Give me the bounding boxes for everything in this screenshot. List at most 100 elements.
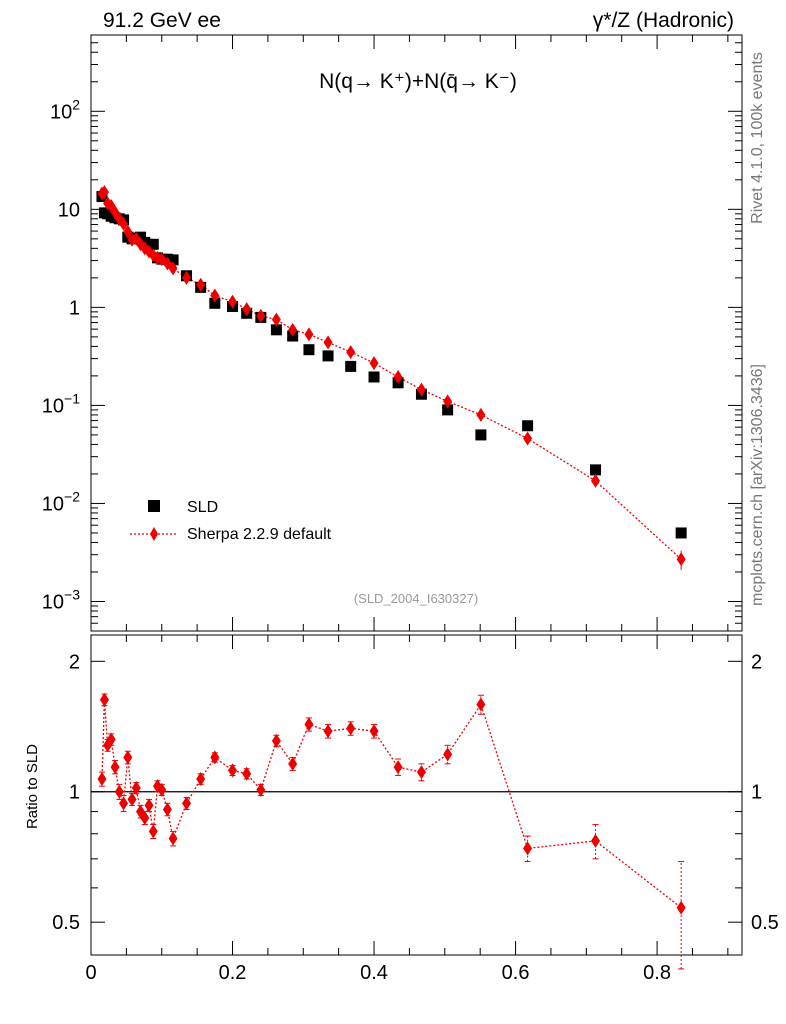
ratio-point (99, 692, 109, 707)
x-tick-labels: 0 0.2 0.4 0.6 0.8 (85, 962, 671, 984)
sherpa-points (97, 185, 686, 570)
process-label: γ*/Z (Hadronic) (593, 9, 734, 32)
ratio-point (144, 798, 154, 813)
sherpa-point (123, 224, 133, 239)
x-tick-label: 0.2 (219, 962, 247, 984)
sherpa-point (443, 394, 453, 409)
legend-sld-label: SLD (187, 499, 218, 516)
sld-point (270, 324, 282, 336)
main-y-tick-labels: 10−3 10−2 10−1 1 10 102 (42, 96, 80, 613)
sherpa-point (369, 356, 379, 371)
sherpa-point (288, 322, 298, 337)
ratio-point (196, 772, 206, 787)
ratio-point (242, 766, 252, 781)
ratio-point (476, 697, 486, 712)
ratio-y-tick-label: 1 (69, 782, 80, 804)
ratio-point (676, 900, 686, 915)
ratio-point (140, 810, 150, 825)
ratio-plot-frame (90, 634, 743, 956)
x-tick-label: 0.8 (643, 962, 671, 984)
ratio-point (97, 772, 107, 787)
ratio-point (288, 756, 298, 771)
sld-point (442, 404, 454, 416)
sld-point (322, 350, 334, 362)
sld-point (368, 371, 380, 383)
ratio-point (210, 750, 220, 765)
sld-point (675, 527, 687, 539)
sld-point (475, 429, 487, 441)
ratio-point (523, 841, 533, 856)
ratio-y-tick-label-right: 0.5 (751, 912, 779, 934)
sherpa-point (393, 369, 403, 384)
x-tick-label: 0.4 (360, 962, 388, 984)
ratio-point (346, 721, 356, 736)
main-y-tick-label: 102 (50, 96, 80, 123)
ratio-y-tick-labels: 0.5 0.5 1 1 2 2 (52, 651, 779, 934)
x-tick-label: 0 (85, 962, 96, 984)
sld-point (522, 420, 534, 432)
main-y-tick-label: 10−2 (42, 488, 80, 515)
ratio-point (148, 824, 158, 839)
sherpa-point (196, 277, 206, 292)
main-y-tick-label: 10−1 (42, 390, 80, 417)
legend-sherpa-label: Sherpa 2.2.9 default (187, 526, 332, 543)
ratio-point (271, 733, 281, 748)
main-y-ticks (91, 34, 742, 632)
ratio-point (157, 782, 167, 797)
sld-point (209, 297, 221, 309)
sherpa-point (523, 431, 533, 446)
ratio-point (182, 796, 192, 811)
sld-data-points (96, 191, 687, 539)
ratio-point (591, 833, 601, 848)
ratio-point (443, 747, 453, 762)
ratio-plot-panel: Ratio to SLD 0.5 0.5 1 1 2 2 0 0.2 0.4 0.6 0.8 (24, 634, 779, 984)
sld-point (303, 344, 315, 356)
sld-point (590, 464, 602, 476)
ratio-point (123, 750, 133, 765)
sherpa-point (228, 294, 238, 309)
sherpa-point (168, 261, 178, 276)
observable-title: N(q→ K⁺)+N(q̄→ K⁻) (319, 70, 517, 93)
mcplots-label: mcplots.cern.ch [arXiv:1306.3436] (749, 364, 766, 606)
sherpa-point (676, 552, 686, 567)
energy-label: 91.2 GeV ee (103, 9, 221, 32)
sld-point (167, 254, 179, 266)
sherpa-point (476, 407, 486, 422)
sherpa-point (99, 185, 109, 200)
analysis-tag: (SLD_2004_I630327) (354, 591, 478, 606)
ratio-point (369, 724, 379, 739)
ratio-point (416, 765, 426, 780)
ratio-points (97, 692, 686, 970)
legend-sherpa-marker (150, 527, 158, 541)
sherpa-point (182, 270, 192, 285)
sherpa-point (271, 312, 281, 327)
sherpa-point (416, 382, 426, 397)
sherpa-point (119, 216, 129, 231)
main-plot-frame (90, 34, 743, 632)
main-y-tick-label: 1 (69, 297, 80, 319)
legend-sld-marker (148, 500, 160, 512)
ratio-y-tick-label: 0.5 (52, 912, 80, 934)
sld-point (345, 360, 357, 372)
ratio-point (119, 796, 129, 811)
ratio-point (393, 760, 403, 775)
ratio-y-tick-label-right: 2 (751, 651, 762, 673)
rivet-version-label: Rivet 4.1.0, 100k events (749, 52, 766, 224)
sld-point (147, 238, 159, 250)
ratio-point (168, 831, 178, 846)
ratio-point (256, 782, 266, 797)
ratio-point (228, 763, 238, 778)
ratio-point (323, 724, 333, 739)
legend: SLD Sherpa 2.2.9 default (130, 499, 332, 543)
ratio-point (110, 760, 120, 775)
ratio-point (162, 802, 172, 817)
ratio-point (127, 792, 137, 807)
main-x-ticks (90, 35, 729, 631)
sherpa-point (256, 308, 266, 323)
sherpa-point (323, 335, 333, 350)
main-y-tick-label: 10−3 (42, 586, 80, 613)
ratio-point (131, 781, 141, 796)
main-plot-panel: N(q→ K⁺)+N(q̄→ K⁻) (SLD_2004_I630327) 10… (42, 34, 743, 632)
x-tick-label: 0.6 (502, 962, 530, 984)
